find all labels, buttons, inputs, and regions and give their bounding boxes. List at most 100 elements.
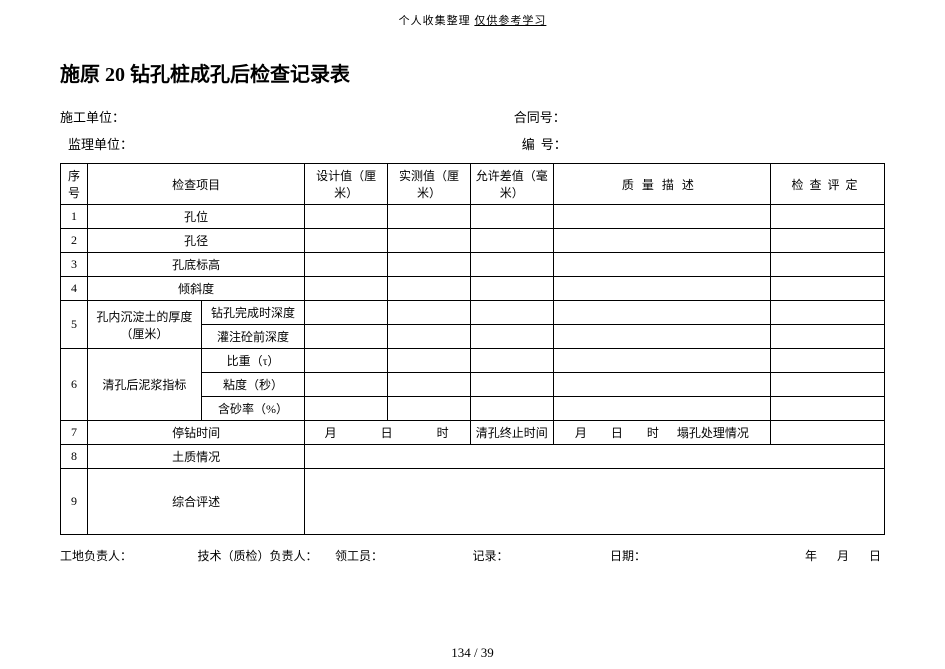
inspection-table: 序号 检查项目 设计值（厘米） 实测值（厘米） 允许差值（毫米） 质量描述 检查… xyxy=(60,163,885,535)
construct-unit-label: 施工单位： xyxy=(60,107,514,126)
cell-value xyxy=(388,205,471,229)
cell-value xyxy=(388,325,471,349)
date-value: 年 月 日 xyxy=(748,547,886,564)
header-suffix: 仅供参考学习 xyxy=(474,15,546,27)
cell-value xyxy=(470,205,553,229)
table-row: 9 综合评述 xyxy=(61,469,885,535)
meta-row-1: 施工单位： 合同号： xyxy=(60,107,885,126)
cell-item: 孔位 xyxy=(87,205,304,229)
cell-value xyxy=(771,325,885,349)
cell-value xyxy=(305,445,885,469)
page-title: 施原 20 钻孔桩成孔后检查记录表 xyxy=(60,58,885,87)
cell-item: 清孔后泥浆指标 xyxy=(87,349,201,421)
cell-seq: 9 xyxy=(61,469,88,535)
cell-seq: 8 xyxy=(61,445,88,469)
th-eval: 检查评定 xyxy=(771,164,885,205)
cell-value xyxy=(305,373,388,397)
cell-value xyxy=(553,349,770,373)
cell-value xyxy=(388,373,471,397)
cell-value xyxy=(470,229,553,253)
cell-seq: 5 xyxy=(61,301,88,349)
cell-value xyxy=(305,349,388,373)
site-lead-label: 工地负责人： xyxy=(60,547,198,564)
cell-value xyxy=(470,349,553,373)
cell-subitem: 灌注砼前深度 xyxy=(201,325,305,349)
cell-seq: 1 xyxy=(61,205,88,229)
cell-value xyxy=(470,373,553,397)
tech-lead-label: 技术（质检）负责人： xyxy=(198,547,336,564)
cell-value xyxy=(470,397,553,421)
cell-subitem: 含砂率（%） xyxy=(201,397,305,421)
recorder-label: 记录： xyxy=(473,547,611,564)
cell-item: 停钻时间 xyxy=(87,421,304,445)
cell-value xyxy=(470,301,553,325)
table-row: 5 孔内沉淀土的厚度（厘米） 钻孔完成时深度 xyxy=(61,301,885,325)
date-label: 日期： xyxy=(610,547,748,564)
cell-value xyxy=(771,229,885,253)
cell-value xyxy=(771,205,885,229)
table-row: 6 清孔后泥浆指标 比重（τ） xyxy=(61,349,885,373)
cell-item: 孔底标高 xyxy=(87,253,304,277)
header-prefix: 个人收集整理 xyxy=(399,15,471,27)
cell-value xyxy=(553,253,770,277)
cell-value xyxy=(305,253,388,277)
cell-subitem: 钻孔完成时深度 xyxy=(201,301,305,325)
cell-item: 综合评述 xyxy=(87,469,304,535)
cell-value xyxy=(553,229,770,253)
cell-value xyxy=(553,301,770,325)
table-row: 2 孔径 xyxy=(61,229,885,253)
cell-subitem: 粘度（秒） xyxy=(201,373,305,397)
table-row: 1 孔位 xyxy=(61,205,885,229)
cell-value xyxy=(305,469,885,535)
table-row: 3 孔底标高 xyxy=(61,253,885,277)
cell-value xyxy=(553,373,770,397)
cell-value xyxy=(305,397,388,421)
cell-value xyxy=(470,253,553,277)
cell-value xyxy=(771,349,885,373)
cell-value xyxy=(771,301,885,325)
cell-value xyxy=(305,205,388,229)
cell-value xyxy=(470,277,553,301)
meta-row-2: 监理单位： 编号： xyxy=(60,134,885,153)
cell-value xyxy=(553,205,770,229)
supervise-unit-label: 监理单位： xyxy=(60,134,514,153)
contract-no-label: 合同号： xyxy=(514,107,885,126)
th-actual: 实测值（厘米） xyxy=(388,164,471,205)
cell-seq: 4 xyxy=(61,277,88,301)
cell-seq: 2 xyxy=(61,229,88,253)
signature-row: 工地负责人： 技术（质检）负责人： 领工员： 记录： 日期： 年 月 日 xyxy=(60,547,885,564)
cell-value xyxy=(771,277,885,301)
cell-value xyxy=(771,253,885,277)
th-quality: 质量描述 xyxy=(553,164,770,205)
cell-seq: 7 xyxy=(61,421,88,445)
cell-value xyxy=(388,229,471,253)
cell-value xyxy=(553,277,770,301)
cell-value xyxy=(305,301,388,325)
cell-value xyxy=(305,277,388,301)
cell-value xyxy=(553,325,770,349)
cell-value xyxy=(305,325,388,349)
table-row: 4 倾斜度 xyxy=(61,277,885,301)
cell-seq: 6 xyxy=(61,349,88,421)
cell-value xyxy=(771,421,885,445)
foreman-label: 领工员： xyxy=(335,547,473,564)
cell-value xyxy=(388,397,471,421)
th-design: 设计值（厘米） xyxy=(305,164,388,205)
cell-value xyxy=(771,397,885,421)
table-row: 7 停钻时间 月 日 时 清孔终止时间 月 日 时 塌孔处理情况 xyxy=(61,421,885,445)
cell-item: 倾斜度 xyxy=(87,277,304,301)
cell-value xyxy=(388,277,471,301)
cell-value xyxy=(771,373,885,397)
cell-seq: 3 xyxy=(61,253,88,277)
table-header-row: 序号 检查项目 设计值（厘米） 实测值（厘米） 允许差值（毫米） 质量描述 检查… xyxy=(61,164,885,205)
cell-mid-label: 清孔终止时间 xyxy=(470,421,553,445)
th-seq: 序号 xyxy=(61,164,88,205)
cell-value xyxy=(305,229,388,253)
cell-value xyxy=(470,325,553,349)
cell-item: 孔内沉淀土的厚度（厘米） xyxy=(87,301,201,349)
cell-item: 土质情况 xyxy=(87,445,304,469)
table-row: 8 土质情况 xyxy=(61,445,885,469)
cell-subitem: 比重（τ） xyxy=(201,349,305,373)
document-body: 施原 20 钻孔桩成孔后检查记录表 施工单位： 合同号： 监理单位： 编号： 序… xyxy=(0,28,945,564)
cell-value xyxy=(553,397,770,421)
